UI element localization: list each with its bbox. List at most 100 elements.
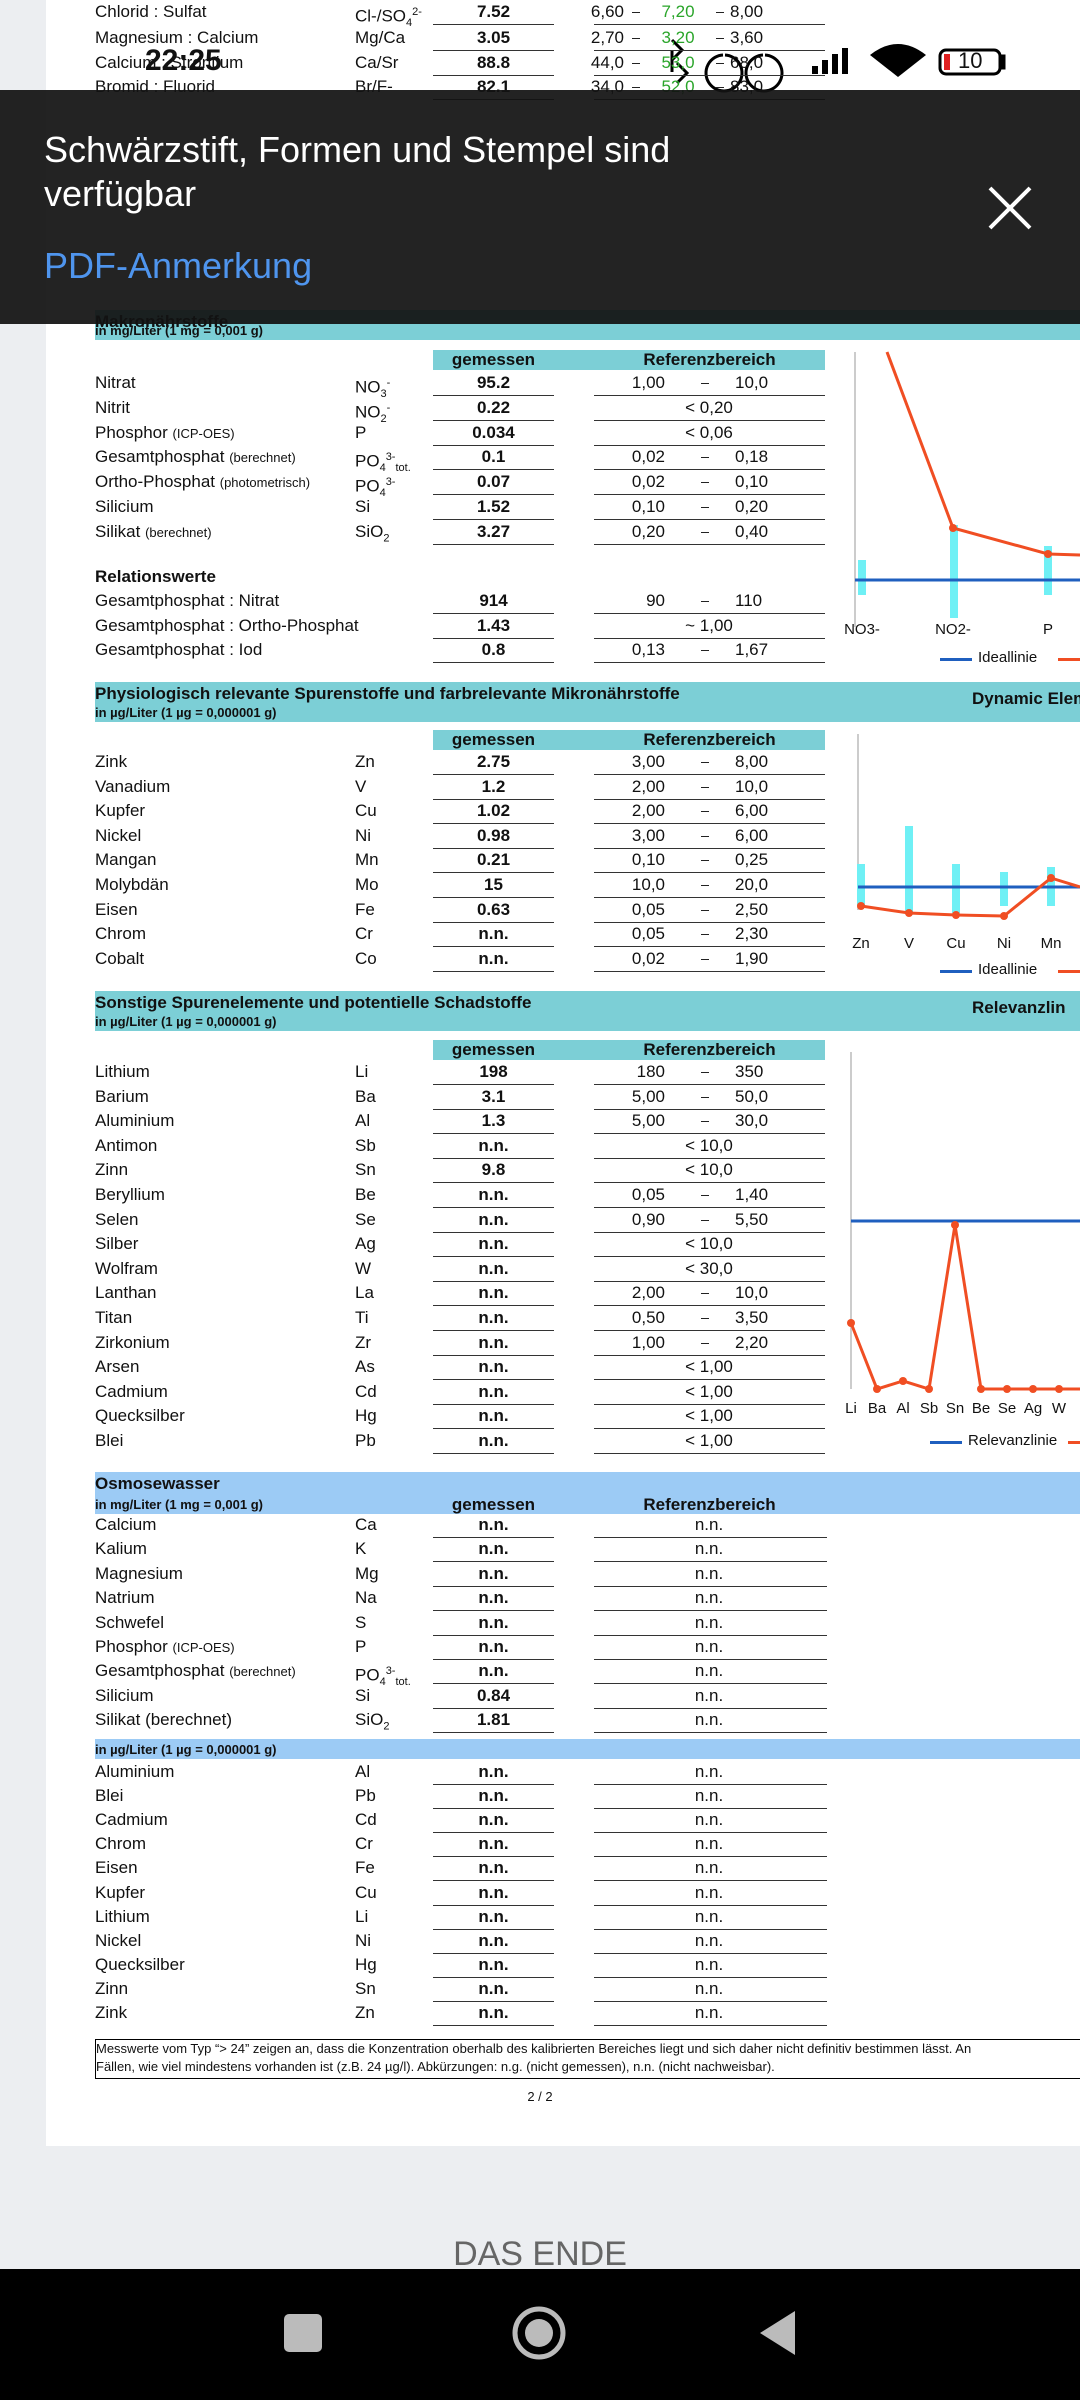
ref-text: n.n. (694, 1661, 724, 1681)
ref-text: < 0,06 (685, 422, 733, 442)
text-part: 2 (383, 1720, 390, 1733)
snackbar-action[interactable]: PDF-Anmerkung (44, 245, 313, 286)
row-name: Eisen (95, 1857, 138, 1879)
ref-high: 3,60 (730, 28, 764, 47)
row-name: Zink (95, 2002, 127, 2024)
underline (433, 1610, 554, 1612)
underline (433, 946, 554, 948)
underline (433, 1904, 554, 1906)
measured-value: n.n. (478, 1381, 509, 1401)
dash (701, 958, 709, 960)
underline (594, 1207, 825, 1208)
text-part: PO (355, 452, 380, 472)
dash (701, 860, 709, 862)
measured-value: n.n. (478, 1810, 509, 1830)
row-symbol: PO43-tot. (355, 1660, 411, 1693)
underline (594, 662, 825, 664)
row-name: Quecksilber (95, 1405, 185, 1427)
row-name: Silber (95, 1233, 138, 1255)
dash (701, 1318, 709, 1319)
ref-text: n.n. (694, 1685, 724, 1705)
text-part: S (355, 1612, 367, 1632)
footnote-line: Messwerte vom Typ “> 24” zeigen an, dass… (96, 2041, 972, 2056)
row-name: Mangan (95, 849, 156, 871)
text-part: Aluminium (95, 1762, 175, 1781)
row-name: Zinn (95, 1159, 128, 1181)
underline (433, 444, 554, 446)
ref-high: 6,00 (735, 825, 769, 845)
ref-high: 0,40 (735, 521, 769, 541)
back-button[interactable] (760, 2311, 795, 2355)
text-part: Cadmium (95, 1381, 168, 1401)
underline (433, 1207, 554, 1208)
ref-text: < 0,20 (685, 397, 733, 417)
text-part: 2- (412, 6, 422, 18)
text-part: Mangan (95, 850, 157, 870)
row-symbol: Cr (355, 1833, 373, 1855)
text-part: Ba (355, 1086, 376, 1106)
underline (433, 970, 554, 972)
underline (433, 1856, 554, 1858)
underline (594, 1108, 825, 1110)
text-part: Ca (355, 1515, 377, 1534)
measured-value: 9.8 (481, 1160, 506, 1180)
dash (701, 934, 709, 936)
measured-value: n.n. (478, 1283, 509, 1303)
snackbar: Schwärzstift, Formen und Stempel sind ve… (0, 90, 1080, 324)
row-name: Natrium (95, 1587, 155, 1609)
text-part: Molybdän (95, 875, 169, 894)
chart-axis-label: Se (997, 1400, 1017, 1417)
dash (701, 1096, 709, 1098)
text-part: Vanadium (95, 776, 171, 796)
text-part: Sn (355, 1160, 376, 1180)
row-symbol: Hg (355, 1954, 377, 1976)
text-part: Cu (355, 801, 377, 821)
row-symbol: W (355, 1258, 371, 1280)
ref-high: 0,25 (735, 850, 769, 870)
row-name: Quecksilber (95, 1954, 185, 1976)
underline (433, 1537, 554, 1538)
row-symbol: Cl-/SO42- (355, 1, 422, 34)
recents-button[interactable] (284, 2314, 322, 2352)
row-symbol: NO3- (355, 372, 390, 405)
row-name: Kalium (95, 1538, 147, 1560)
row-name: Chrom (95, 1833, 146, 1855)
chart-axis-label: Ag (1023, 1400, 1043, 1417)
underline (433, 1732, 554, 1734)
row-name: Phosphor (ICP-OES) (95, 1636, 235, 1659)
home-button[interactable] (512, 2306, 566, 2360)
text-part: SiO (355, 521, 384, 541)
row-symbol: Si (355, 1685, 370, 1707)
text-part: Gesamtphosphat : Nitrat (95, 591, 280, 610)
measured-value: 3.05 (476, 28, 511, 47)
text-part: W (355, 1258, 372, 1278)
col-header-bg (433, 1040, 825, 1060)
section-unit: in mg/Liter (1 mg = 0,001 g) (95, 323, 263, 338)
section-unit: in µg/Liter (1 µg = 0,000001 g) (95, 1742, 277, 1757)
text-part: Eisen (95, 899, 138, 919)
text-part: tot. (395, 462, 411, 475)
row-name: Lithium (95, 1061, 150, 1083)
ref-low: 0,20 (631, 521, 665, 541)
section-band (95, 682, 1080, 722)
ref-text: n.n. (694, 1612, 724, 1632)
measured-value: 1.52 (476, 497, 511, 516)
ref-low: 1,00 (631, 373, 665, 392)
underline (433, 1808, 554, 1810)
text-part: 4 (379, 487, 386, 500)
ref-text: n.n. (694, 1906, 724, 1926)
ref-high: 8,00 (735, 752, 769, 771)
ref-high: 110 (735, 591, 763, 610)
ref-low: 0,05 (631, 1185, 665, 1204)
row-name: Wolfram (95, 1258, 158, 1280)
close-button[interactable] (980, 178, 1040, 238)
text-part: (ICP-OES) (172, 1640, 235, 1655)
row-symbol: Pb (355, 1785, 376, 1807)
text-part: Selen (95, 1209, 139, 1229)
text-part: Kupfer (95, 801, 146, 821)
ref-text: n.n. (694, 1710, 724, 1730)
footnote-line: Fällen, wie viel mindestens vorhanden is… (96, 2059, 775, 2074)
underline (433, 1157, 554, 1159)
row-symbol: Fe (355, 1857, 375, 1879)
